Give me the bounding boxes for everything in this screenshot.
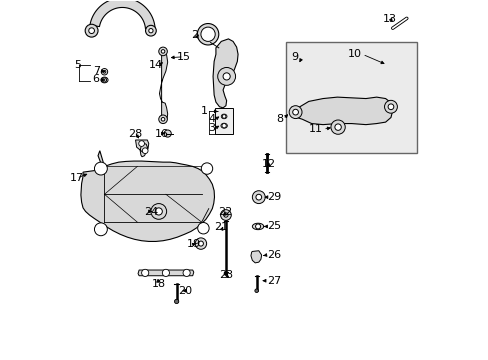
Ellipse shape: [221, 123, 227, 128]
Circle shape: [220, 210, 231, 220]
Circle shape: [197, 222, 209, 234]
Circle shape: [223, 73, 230, 80]
Text: 28: 28: [128, 129, 142, 139]
Circle shape: [139, 141, 144, 147]
Polygon shape: [159, 51, 167, 120]
Text: 14: 14: [148, 60, 163, 70]
Text: 3: 3: [207, 123, 215, 133]
Text: 16: 16: [154, 129, 168, 139]
Circle shape: [197, 23, 218, 45]
Text: 5: 5: [74, 60, 81, 70]
Circle shape: [198, 241, 203, 246]
Text: 29: 29: [266, 192, 280, 202]
Text: 17: 17: [69, 173, 83, 183]
Circle shape: [174, 299, 179, 303]
Polygon shape: [135, 140, 148, 157]
Circle shape: [195, 238, 206, 249]
Circle shape: [88, 28, 94, 33]
Circle shape: [155, 208, 162, 215]
Ellipse shape: [221, 114, 226, 119]
Circle shape: [255, 194, 261, 200]
Text: 8: 8: [275, 114, 283, 124]
Circle shape: [159, 47, 167, 56]
Circle shape: [85, 24, 98, 37]
Text: 22: 22: [217, 207, 231, 217]
Circle shape: [255, 224, 260, 229]
Polygon shape: [81, 151, 214, 242]
Circle shape: [151, 203, 166, 219]
Circle shape: [387, 104, 393, 110]
Circle shape: [148, 28, 153, 33]
Text: 24: 24: [143, 207, 158, 217]
Circle shape: [254, 289, 258, 293]
Circle shape: [217, 67, 235, 85]
Circle shape: [288, 106, 302, 118]
Text: 19: 19: [186, 239, 201, 249]
Circle shape: [183, 269, 190, 276]
Circle shape: [102, 78, 106, 82]
Circle shape: [94, 162, 107, 175]
Text: 15: 15: [176, 52, 190, 62]
Circle shape: [162, 269, 169, 276]
Circle shape: [292, 109, 298, 115]
Circle shape: [142, 269, 148, 276]
Text: 27: 27: [266, 276, 280, 286]
Text: 25: 25: [266, 221, 280, 231]
Polygon shape: [250, 251, 261, 263]
Circle shape: [266, 155, 268, 157]
Polygon shape: [138, 270, 193, 276]
Text: 4: 4: [207, 114, 215, 124]
Circle shape: [222, 114, 225, 118]
Bar: [285, 42, 416, 153]
Circle shape: [252, 191, 264, 203]
Circle shape: [94, 223, 107, 236]
Circle shape: [334, 124, 341, 130]
Polygon shape: [213, 39, 238, 108]
Text: 1: 1: [201, 107, 207, 116]
Circle shape: [161, 117, 164, 121]
Circle shape: [164, 130, 171, 137]
Circle shape: [201, 27, 215, 41]
Circle shape: [224, 272, 227, 275]
Circle shape: [201, 163, 212, 174]
Text: 7: 7: [93, 66, 100, 76]
Ellipse shape: [101, 77, 108, 83]
Circle shape: [142, 148, 148, 154]
Text: 6: 6: [93, 74, 100, 84]
Circle shape: [330, 120, 345, 134]
Ellipse shape: [252, 223, 263, 230]
Circle shape: [159, 115, 167, 123]
Text: 18: 18: [151, 279, 165, 289]
Text: 21: 21: [214, 222, 228, 232]
Text: 11: 11: [308, 124, 322, 134]
Bar: [215, 108, 233, 134]
Circle shape: [384, 100, 397, 113]
Polygon shape: [291, 97, 392, 125]
Text: 9: 9: [291, 52, 298, 62]
Text: 23: 23: [219, 270, 233, 280]
Text: 12: 12: [261, 159, 275, 169]
Text: 10: 10: [347, 49, 361, 59]
Circle shape: [224, 213, 227, 217]
Circle shape: [101, 68, 107, 75]
Text: 26: 26: [266, 250, 280, 260]
Circle shape: [145, 25, 156, 36]
Text: 2: 2: [190, 30, 198, 40]
Text: 20: 20: [178, 286, 192, 296]
Circle shape: [161, 50, 164, 53]
Circle shape: [103, 70, 106, 73]
Circle shape: [222, 123, 226, 128]
Text: 13: 13: [382, 14, 396, 23]
Polygon shape: [90, 0, 155, 29]
